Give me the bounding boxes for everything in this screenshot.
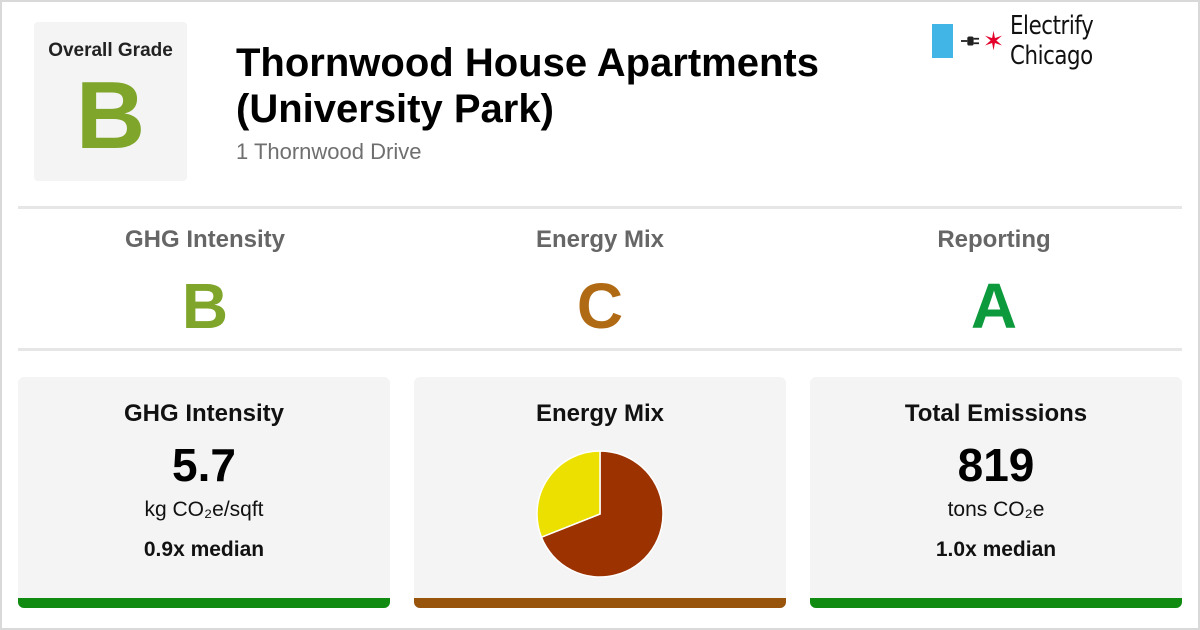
divider-top	[18, 206, 1182, 209]
summary-ghg-intensity: GHG Intensity B	[8, 226, 402, 338]
logo-blue-bar	[932, 24, 953, 58]
card-accent-bar	[18, 598, 390, 608]
divider-middle	[18, 348, 1182, 351]
summary-label: Reporting	[937, 226, 1051, 253]
summary-grade: B	[181, 270, 229, 342]
ghg-intensity-unit: kg CO₂e/sqft	[144, 498, 264, 521]
total-emissions-unit: tons CO₂e	[947, 498, 1045, 521]
summary-grade: A	[970, 270, 1018, 342]
overall-grade-letter: B	[75, 62, 146, 169]
summary-label: Energy Mix	[535, 226, 665, 253]
summary-reporting: Reporting A	[797, 226, 1191, 338]
summary-label: GHG Intensity	[124, 226, 286, 253]
logo-text: Electrify Chicago	[1010, 11, 1094, 71]
ghg-intensity-card: GHG Intensity 5.7 kg CO₂e/sqft 0.9x medi…	[18, 377, 390, 608]
card-accent-bar	[414, 598, 786, 608]
building-title: Thornwood House Apartments (University P…	[236, 41, 819, 131]
ghg-intensity-value: 5.7	[172, 439, 236, 491]
energy-mix-card: Energy Mix	[414, 377, 786, 608]
pie-slice-1	[536, 450, 601, 539]
card-title: GHG Intensity	[123, 400, 285, 427]
total-emissions-value: 819	[957, 439, 1035, 491]
card-accent-bar	[810, 598, 1182, 608]
overall-grade-label: Overall Grade	[48, 40, 173, 61]
electrify-chicago-logo: ✶ Electrify Chicago	[932, 11, 1200, 71]
summary-grade: C	[576, 270, 624, 342]
card-title: Energy Mix	[535, 400, 665, 427]
total-emissions-median: 1.0x median	[935, 538, 1057, 561]
card-title: Total Emissions	[904, 400, 1088, 427]
plug-icon	[960, 36, 979, 46]
pie-slice-0	[540, 450, 664, 578]
ghg-intensity-median: 0.9x median	[143, 538, 265, 561]
overall-grade-box: Overall Grade B	[34, 22, 187, 181]
total-emissions-card: Total Emissions 819 tons CO₂e 1.0x media…	[810, 377, 1182, 608]
building-address: 1 Thornwood Drive	[236, 139, 422, 164]
energy-mix-pie-chart	[536, 450, 664, 578]
red-star-icon: ✶	[982, 26, 1005, 56]
summary-energy-mix: Energy Mix C	[403, 226, 797, 338]
